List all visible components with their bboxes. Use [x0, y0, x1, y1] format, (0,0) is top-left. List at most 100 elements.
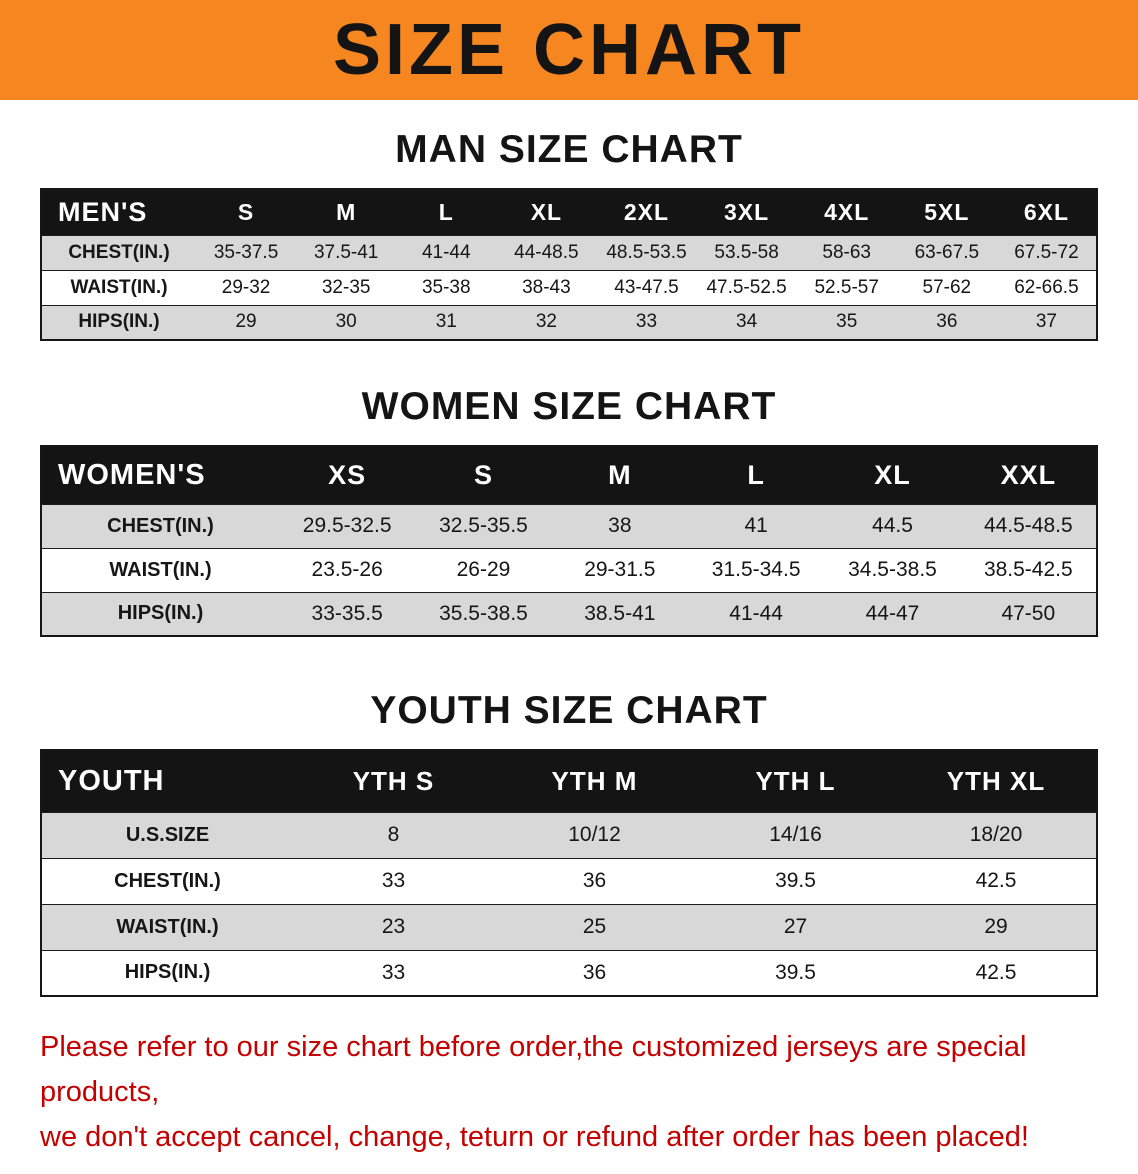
table-corner-label: WOMEN'S — [41, 446, 279, 504]
size-column-header: YTH M — [494, 750, 695, 812]
row-label: WAIST(IN.) — [41, 547, 279, 593]
size-column-header: XL — [824, 446, 961, 504]
size-value: 32-35 — [296, 269, 397, 306]
size-value: 33 — [596, 304, 697, 341]
size-value: 10/12 — [494, 811, 695, 859]
size-value: 29-32 — [196, 269, 297, 306]
size-value: 26-29 — [415, 547, 552, 593]
size-value: 38 — [551, 503, 688, 549]
size-value: 43-47.5 — [596, 269, 697, 306]
row-label: CHEST(IN.) — [41, 857, 293, 905]
size-column-header: 3XL — [696, 189, 797, 235]
size-column-header: 2XL — [596, 189, 697, 235]
size-column-header: L — [687, 446, 825, 504]
row-label: CHEST(IN.) — [41, 234, 196, 271]
footer-disclaimer: Please refer to our size chart before or… — [40, 1025, 1100, 1160]
size-value: 23 — [293, 903, 494, 951]
size-column-header: 5XL — [896, 189, 997, 235]
size-column-header: S — [415, 446, 552, 504]
size-value: 29-31.5 — [551, 547, 688, 593]
size-value: 35.5-38.5 — [415, 591, 552, 637]
size-value: 38-43 — [496, 269, 597, 306]
size-value: 47.5-52.5 — [696, 269, 797, 306]
table-row: WAIST(IN.) 29-32 32-35 35-38 38-43 43-47.5 47.… — [41, 269, 1097, 306]
table-row: HIPS(IN.) 33-35.5 35.5-38.5 38.5-41 41-44 44-… — [41, 591, 1097, 637]
size-value: 62-66.5 — [996, 269, 1097, 306]
size-column-header: M — [296, 189, 397, 235]
size-column-header: 4XL — [796, 189, 897, 235]
size-value: 44.5 — [824, 503, 961, 549]
size-value: 38.5-42.5 — [960, 547, 1097, 593]
table-row: WAIST(IN.) 23.5-26 26-29 29-31.5 31.5-34.5 34… — [41, 547, 1097, 593]
table-row: CHEST(IN.) 29.5-32.5 32.5-35.5 38 41 44.5 44.5… — [41, 503, 1097, 549]
size-value: 14/16 — [695, 811, 896, 859]
size-value: 25 — [494, 903, 695, 951]
size-column-header: L — [396, 189, 497, 235]
size-value: 27 — [695, 903, 896, 951]
row-label: HIPS(IN.) — [41, 304, 196, 341]
women-size-table: WOMEN'S XS S M L XL XXL CHEST(IN.) 29.5-32.5 32.5… — [40, 445, 1098, 637]
disclaimer-line-2: we don't accept cancel, change, teturn o… — [40, 1120, 1029, 1153]
women-size-section: WOMEN SIZE CHART WOMEN'S XS S M L XL XXL CHEST(… — [0, 385, 1138, 637]
table-header-row: YOUTH YTH S YTH M YTH L YTH XL — [41, 750, 1097, 812]
youth-size-section: YOUTH SIZE CHART YOUTH YTH S YTH M YTH L YTH… — [0, 689, 1138, 997]
size-value: 32.5-35.5 — [415, 503, 552, 549]
size-value: 57-62 — [896, 269, 997, 306]
row-label: WAIST(IN.) — [41, 269, 196, 306]
size-value: 44-47 — [824, 591, 961, 637]
row-label: HIPS(IN.) — [41, 949, 293, 997]
table-corner-label: YOUTH — [41, 750, 293, 812]
size-column-header: YTH L — [695, 750, 896, 812]
row-label: WAIST(IN.) — [41, 903, 293, 951]
youth-size-table: YOUTH YTH S YTH M YTH L YTH XL U.S.SIZE 8 10/12… — [40, 749, 1098, 997]
man-size-section: MAN SIZE CHART MEN'S S M L XL 2XL 3XL 4XL 5XL 6XL… — [0, 128, 1138, 341]
size-value: 29 — [196, 304, 297, 341]
row-label: U.S.SIZE — [41, 811, 293, 859]
youth-size-heading: YOUTH SIZE CHART — [370, 689, 768, 732]
size-value: 44-48.5 — [496, 234, 597, 271]
size-value: 23.5-26 — [279, 547, 416, 593]
disclaimer-line-1: Please refer to our size chart before or… — [40, 1031, 1027, 1108]
size-value: 44.5-48.5 — [960, 503, 1097, 549]
size-value: 34 — [696, 304, 797, 341]
banner: SIZE CHART — [0, 0, 1138, 100]
women-size-heading: WOMEN SIZE CHART — [361, 385, 777, 428]
size-value: 36 — [494, 857, 695, 905]
man-size-table: MEN'S S M L XL 2XL 3XL 4XL 5XL 6XL CHEST(IN.) 35-37… — [40, 188, 1098, 341]
size-value: 35-38 — [396, 269, 497, 306]
size-value: 8 — [293, 811, 494, 859]
size-value: 48.5-53.5 — [596, 234, 697, 271]
table-header-row: MEN'S S M L XL 2XL 3XL 4XL 5XL 6XL — [41, 189, 1097, 235]
size-value: 31 — [396, 304, 497, 341]
size-column-header: YTH XL — [896, 750, 1097, 812]
table-row: CHEST(IN.) 33 36 39.5 42.5 — [41, 857, 1097, 905]
size-value: 33-35.5 — [279, 591, 416, 637]
table-row: WAIST(IN.) 23 25 27 29 — [41, 903, 1097, 951]
size-value: 39.5 — [695, 857, 896, 905]
size-column-header: XS — [279, 446, 416, 504]
row-label: HIPS(IN.) — [41, 591, 279, 637]
size-value: 67.5-72 — [996, 234, 1097, 271]
size-value: 42.5 — [896, 949, 1097, 997]
size-value: 39.5 — [695, 949, 896, 997]
size-value: 31.5-34.5 — [687, 547, 825, 593]
size-value: 42.5 — [896, 857, 1097, 905]
size-value: 41-44 — [396, 234, 497, 271]
size-column-header: 6XL — [996, 189, 1097, 235]
size-value: 35 — [796, 304, 897, 341]
row-label: CHEST(IN.) — [41, 503, 279, 549]
size-value: 30 — [296, 304, 397, 341]
size-value: 36 — [896, 304, 997, 341]
table-row: U.S.SIZE 8 10/12 14/16 18/20 — [41, 811, 1097, 859]
size-value: 37.5-41 — [296, 234, 397, 271]
table-header-row: WOMEN'S XS S M L XL XXL — [41, 446, 1097, 504]
size-value: 52.5-57 — [796, 269, 897, 306]
table-row: HIPS(IN.) 29 30 31 32 33 34 35 36 37 — [41, 304, 1097, 341]
man-size-heading: MAN SIZE CHART — [395, 128, 743, 171]
size-value: 29.5-32.5 — [279, 503, 416, 549]
size-value: 47-50 — [960, 591, 1097, 637]
size-value: 58-63 — [796, 234, 897, 271]
size-column-header: S — [196, 189, 297, 235]
size-value: 37 — [996, 304, 1097, 341]
